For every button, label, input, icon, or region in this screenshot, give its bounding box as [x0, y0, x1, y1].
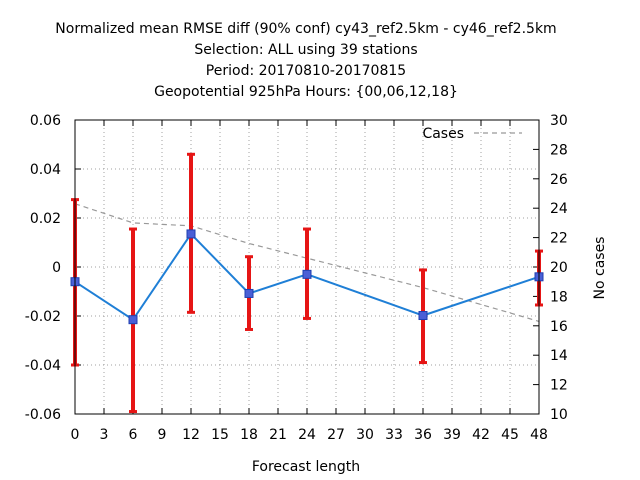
plot-frame	[74, 119, 540, 415]
chart-title: Normalized mean RMSE diff (90% conf) cy4…	[55, 21, 556, 100]
right-axis-label: No cases	[592, 237, 608, 300]
x-tick-label: 36	[414, 427, 432, 443]
title-line: Normalized mean RMSE diff (90% conf) cy4…	[55, 21, 556, 37]
x-tick-label: 45	[501, 427, 519, 443]
y2-tick-label: 28	[550, 142, 568, 158]
x-tick-label: 15	[211, 427, 229, 443]
x-axis: 0 3 6 9 12 15 18 21 24 27 30 33 36 39 42 45 48	[71, 120, 548, 443]
right-axis: 10 12 14 16 18 20 22 24 26 28 30	[533, 113, 568, 423]
data-point	[186, 229, 196, 239]
left-axis: -0.06 -0.04 -0.02 0 0.02 0.04 0.06	[25, 113, 81, 423]
y-tick-label: 0.06	[30, 113, 61, 129]
y2-tick-label: 18	[550, 289, 568, 305]
title-line: Selection: ALL using 39 stations	[194, 42, 417, 58]
y2-tick-label: 16	[550, 319, 568, 335]
x-tick-label: 3	[100, 427, 109, 443]
y-tick-label: -0.06	[25, 407, 61, 423]
y2-tick-label: 20	[550, 260, 568, 276]
y-tick-label: -0.04	[25, 358, 61, 374]
legend: Cases	[422, 126, 522, 142]
legend-label-cases: Cases	[422, 126, 464, 142]
x-tick-label: 27	[327, 427, 345, 443]
x-tick-label: 6	[129, 427, 138, 443]
y-tick-label: -0.02	[25, 309, 61, 325]
data-point	[302, 269, 312, 279]
x-tick-label: 18	[240, 427, 258, 443]
x-tick-label: 39	[443, 427, 461, 443]
y2-tick-label: 22	[550, 231, 568, 247]
title-line: Period: 20170810-20170815	[206, 63, 406, 79]
data-point	[244, 288, 254, 298]
y2-tick-label: 26	[550, 172, 568, 188]
x-tick-label: 9	[158, 427, 167, 443]
y-tick-label: 0	[52, 260, 61, 276]
x-axis-label: Forecast length	[252, 459, 360, 475]
x-tick-label: 0	[71, 427, 80, 443]
data-point	[128, 315, 138, 325]
y2-tick-label: 14	[550, 348, 568, 364]
x-tick-label: 48	[530, 427, 548, 443]
x-tick-label: 12	[182, 427, 200, 443]
x-tick-label: 42	[472, 427, 490, 443]
y2-tick-label: 30	[550, 113, 568, 129]
x-tick-label: 24	[298, 427, 316, 443]
x-tick-label: 33	[385, 427, 403, 443]
y2-tick-label: 12	[550, 378, 568, 394]
y2-tick-label: 24	[550, 201, 568, 217]
y-tick-label: 0.04	[30, 162, 61, 178]
x-tick-label: 30	[356, 427, 374, 443]
x-tick-label: 21	[269, 427, 287, 443]
y2-tick-label: 10	[550, 407, 568, 423]
y-tick-label: 0.02	[30, 211, 61, 227]
data-point	[418, 311, 428, 321]
title-line: Geopotential 925hPa Hours: {00,06,12,18}	[154, 84, 458, 100]
